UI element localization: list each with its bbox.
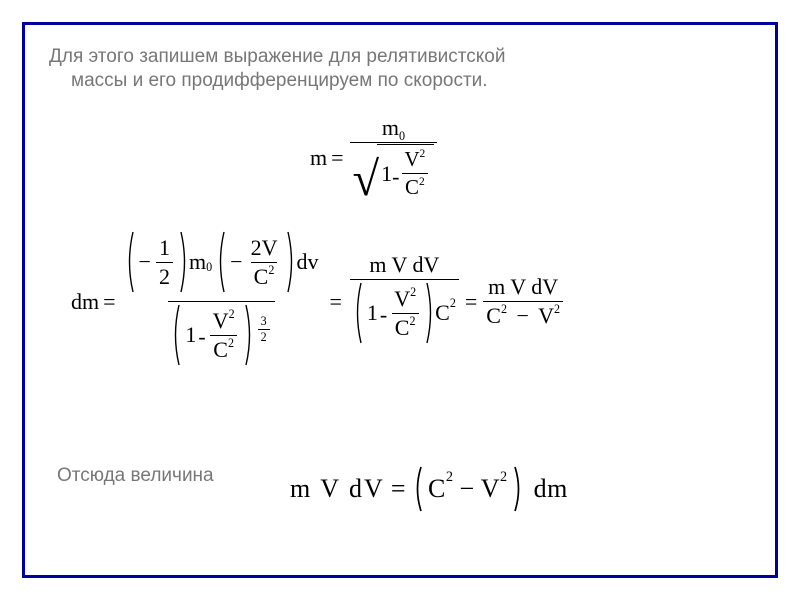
lparen-icon <box>412 465 424 513</box>
f-dm: dm <box>534 474 568 504</box>
frac-v2c2b: V2 C2 <box>210 308 238 363</box>
frac-mass: m0 √ 1 - V2 C2 <box>350 115 438 201</box>
frac-right: m V dV C2 − V2 <box>483 274 563 329</box>
C2a: C <box>254 264 269 289</box>
sym-one: 1 <box>381 161 392 187</box>
rparen-icon <box>244 303 254 367</box>
lparen-icon <box>216 230 226 294</box>
intro-line2: массы и его продифференцируем по скорост… <box>49 69 751 93</box>
m0-sub: 0 <box>399 129 405 143</box>
sym-dv: dv <box>296 249 318 275</box>
C2ap: 2 <box>268 263 274 277</box>
equation-dm: dm = − 1 <box>71 230 565 373</box>
C2outp: 2 <box>450 296 456 311</box>
p32n: 3 <box>258 315 270 328</box>
one-b: 1 <box>185 322 196 348</box>
lparen-icon <box>171 303 181 367</box>
fC: C <box>428 474 446 504</box>
lparen-icon <box>353 281 363 345</box>
sym-V: V <box>404 147 419 171</box>
content-frame: Для этого запишем выражение для релятиви… <box>22 22 778 578</box>
frac-mid: m V dV 1 - V2 C2 <box>350 252 459 351</box>
p32d: 2 <box>258 329 270 343</box>
Cc: C <box>395 315 410 340</box>
paren-mid: 1 - V2 C2 <box>353 281 435 345</box>
rparen-icon <box>286 230 296 294</box>
intro-text: Для этого запишем выражение для релятиви… <box>49 45 751 94</box>
sym-eq: = <box>331 145 343 171</box>
slide: Для этого запишем выражение для релятиви… <box>0 0 800 600</box>
one-c: 1 <box>367 300 378 326</box>
conclusion-text: Отсюда величина <box>57 465 214 487</box>
Cr: C <box>486 303 501 328</box>
paren-2v: − 2V C2 <box>216 230 296 294</box>
lparen-icon <box>125 230 135 294</box>
sym-minus2: − <box>230 249 242 275</box>
Crp: 2 <box>501 302 507 316</box>
sym-C: C <box>405 175 419 199</box>
Cbp: 2 <box>228 336 234 350</box>
mvdv-2: m V dV <box>485 274 561 301</box>
Vc: V <box>394 286 410 311</box>
equation-mass: m = m0 √ 1 - <box>310 115 439 201</box>
frac-big: − 1 2 m0 <box>122 230 322 373</box>
sym-dm: dm <box>71 289 99 315</box>
Ccp: 2 <box>409 314 415 328</box>
frac-half: 1 2 <box>156 235 173 290</box>
fV: V <box>481 474 500 504</box>
C2out: C <box>435 300 450 326</box>
intro-line1: Для этого запишем выражение для релятиви… <box>49 46 506 67</box>
paren-final: C2 − V2 <box>412 465 524 513</box>
sqrt: √ 1 - V2 C2 <box>353 144 435 200</box>
m0s: 0 <box>206 260 212 275</box>
radical-icon: √ <box>353 161 380 200</box>
pow-32: 3 2 <box>256 321 272 348</box>
Vcp: 2 <box>410 285 416 299</box>
paren-den: 1 - V2 C2 <box>171 303 253 367</box>
fVp: 2 <box>500 469 508 486</box>
Vbp: 2 <box>229 307 235 321</box>
sym-eq2c: = <box>465 289 477 315</box>
frac-v2c2c: V2 C2 <box>391 286 419 341</box>
mvdv-1: m V dV <box>366 252 442 279</box>
fCp: 2 <box>446 469 454 486</box>
frac-2vc2: 2V C2 <box>248 235 281 290</box>
f-mvdv: m V dV <box>290 474 385 504</box>
sq2: 2 <box>419 176 425 188</box>
m0b: m <box>189 249 206 275</box>
half-num: 1 <box>156 235 173 262</box>
Vr: V <box>538 303 554 328</box>
m0-base: m <box>382 115 399 140</box>
Vrp: 2 <box>554 302 560 316</box>
equation-final: m V dV = C2 − V2 dm <box>290 465 568 513</box>
sym-minus1: − <box>139 249 151 275</box>
twoV: 2V <box>248 235 281 262</box>
sq1: 2 <box>420 148 426 160</box>
sym-eq2b: = <box>329 289 341 315</box>
rparen-icon <box>425 281 435 345</box>
Cb: C <box>213 337 228 362</box>
frac-v2c2: V2 C2 <box>401 147 428 200</box>
f-eq: = <box>391 474 406 504</box>
half-den: 2 <box>156 262 173 290</box>
Vb: V <box>213 308 229 333</box>
sym-m: m <box>310 145 327 171</box>
sym-eq2a: = <box>103 289 115 315</box>
paren-half: − 1 2 <box>125 230 189 294</box>
minus-r: − <box>517 303 529 328</box>
f-minus: − <box>460 474 475 504</box>
rparen-icon <box>512 465 524 513</box>
rparen-icon <box>179 230 189 294</box>
